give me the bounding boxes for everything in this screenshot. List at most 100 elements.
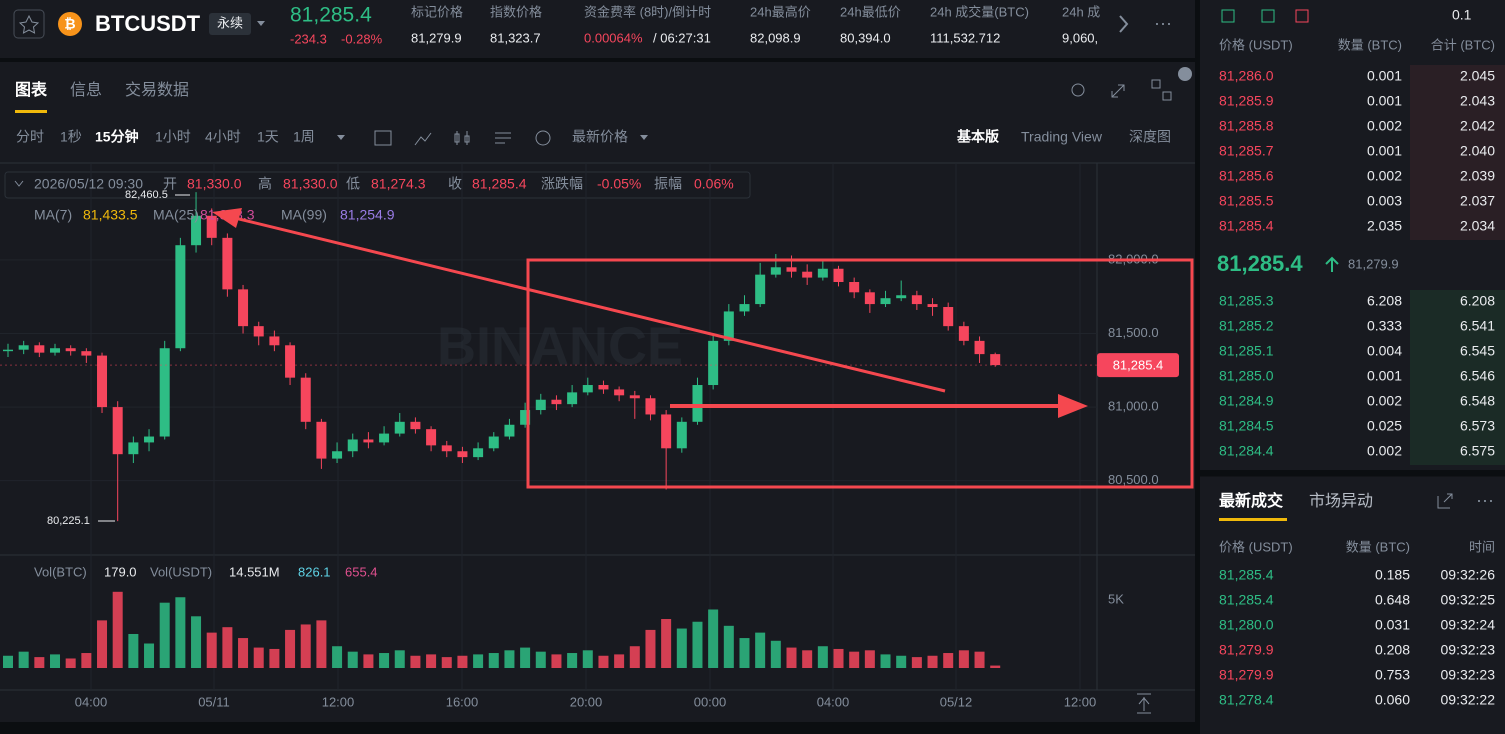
active-tab-underline	[1219, 518, 1287, 521]
candle-body	[222, 237, 233, 290]
volume-bar	[50, 654, 61, 668]
interval-option: 分时	[16, 129, 44, 145]
volume-bar	[927, 655, 938, 668]
more-menu[interactable]: ···	[1154, 13, 1172, 33]
candle-body	[645, 398, 656, 415]
ask-cell: 2.034	[1460, 218, 1495, 234]
more-menu[interactable]: ···	[1476, 490, 1494, 510]
volume-bar	[488, 653, 499, 668]
candle-body	[206, 215, 217, 238]
depth-bar	[1410, 140, 1505, 165]
candle-body	[567, 392, 578, 405]
trade-cell: 0.031	[1375, 617, 1410, 633]
close-button[interactable]	[1178, 67, 1192, 81]
scroll-right[interactable]	[1119, 15, 1129, 33]
trade-cell: 09:32:23	[1441, 667, 1496, 683]
arrow-line	[234, 216, 946, 393]
volume-bar	[238, 638, 249, 668]
contract-badge	[209, 13, 251, 35]
current-price-tag	[1097, 353, 1179, 378]
volume-bar	[802, 650, 813, 668]
indicator-icon[interactable]	[374, 130, 392, 146]
book-mode[interactable]	[1221, 9, 1235, 23]
volume-bar	[426, 654, 437, 668]
stat-value: 81,323.7	[490, 30, 541, 45]
ask-cell: 0.001	[1367, 68, 1402, 84]
bid-cell: 81,285.1	[1219, 343, 1274, 359]
stat-value: 0.00064%	[584, 30, 643, 45]
volume-bar	[739, 638, 750, 668]
expand-icon[interactable]	[1437, 493, 1453, 509]
interval-option: 1小时	[155, 129, 191, 145]
bid-cell: 6.545	[1460, 343, 1495, 359]
ohlc-value: -0.05%	[597, 176, 641, 192]
volume-bar	[974, 651, 985, 668]
stat-value: 9,060,	[1062, 30, 1098, 45]
ask-cell: 2.035	[1367, 218, 1402, 234]
candle-body	[65, 348, 76, 352]
depth-bar	[1410, 65, 1505, 90]
candle-body	[958, 326, 969, 341]
volume-bar	[18, 651, 29, 668]
ohlc-label: 涨跌幅	[541, 176, 583, 192]
fullscreen-icon[interactable]	[1111, 84, 1125, 98]
snapshot-icon[interactable]	[535, 130, 551, 146]
autoscale-icon[interactable]	[1137, 693, 1151, 714]
trade-cell: 81,285.4	[1219, 567, 1274, 583]
candle-body	[520, 410, 531, 425]
candle-body	[535, 399, 546, 411]
candle-body	[269, 336, 280, 346]
arrowhead	[1058, 394, 1088, 418]
ask-cell: 81,285.6	[1219, 168, 1274, 184]
symbol-dropdown[interactable]	[257, 21, 265, 26]
bid-cell: 6.575	[1460, 443, 1495, 459]
volume-bar	[379, 653, 390, 668]
ohlc-label: 振幅	[654, 176, 682, 192]
candle-icon[interactable]	[454, 131, 470, 145]
favorite-button[interactable]	[13, 9, 45, 39]
volume-bar	[645, 629, 656, 668]
view-option: Trading View	[1021, 129, 1103, 145]
volume-bar	[723, 625, 734, 668]
volume-bar	[911, 657, 922, 668]
collapse-icon[interactable]	[14, 180, 24, 187]
volume-bar	[708, 609, 719, 668]
bid-cell: 81,285.3	[1219, 293, 1274, 309]
candle-body	[394, 421, 405, 434]
stat-label: 标记价格	[411, 4, 463, 19]
ohlc-label: 开	[163, 176, 177, 192]
volume-bar	[269, 648, 280, 668]
volume-value: 655.4	[345, 564, 378, 579]
volume-bar	[332, 646, 343, 668]
draw-icon[interactable]	[414, 132, 432, 146]
ask-cell: 81,286.0	[1219, 68, 1274, 84]
interval-dropdown[interactable]	[337, 135, 345, 140]
layout-icon[interactable]	[1151, 79, 1161, 89]
depth-bar	[1410, 190, 1505, 215]
alert-icon[interactable]	[1071, 83, 1085, 97]
volume-bar	[3, 655, 13, 668]
low-annotation: 80,225.1	[47, 515, 90, 527]
candle-body	[285, 345, 296, 378]
trade-cell: 81,278.4	[1219, 692, 1274, 708]
y-tick-label: 81,500.0	[1108, 325, 1159, 340]
candle-body	[551, 399, 562, 405]
x-tick-label: 04:00	[75, 694, 108, 709]
candle-body	[943, 307, 954, 327]
book-mode[interactable]	[1261, 9, 1275, 23]
trades-header: 价格 (USDT)	[1219, 539, 1293, 554]
current-price-label: 81,285.4	[1113, 358, 1164, 373]
volume-bar	[676, 628, 687, 668]
settings-icon[interactable]	[495, 132, 511, 144]
trade-cell: 0.648	[1375, 592, 1410, 608]
volume-bar	[567, 653, 578, 668]
book-mode[interactable]	[1295, 9, 1309, 23]
ask-cell: 81,285.4	[1219, 218, 1274, 234]
interval-option: 1周	[293, 129, 315, 145]
y-tick-label: 80,500.0	[1108, 472, 1159, 487]
annotation-overlay	[212, 208, 1194, 489]
price-type-dropdown[interactable]	[640, 135, 648, 140]
volume-value: 179.0	[104, 564, 137, 579]
ma-value: 81,254.9	[340, 207, 395, 223]
